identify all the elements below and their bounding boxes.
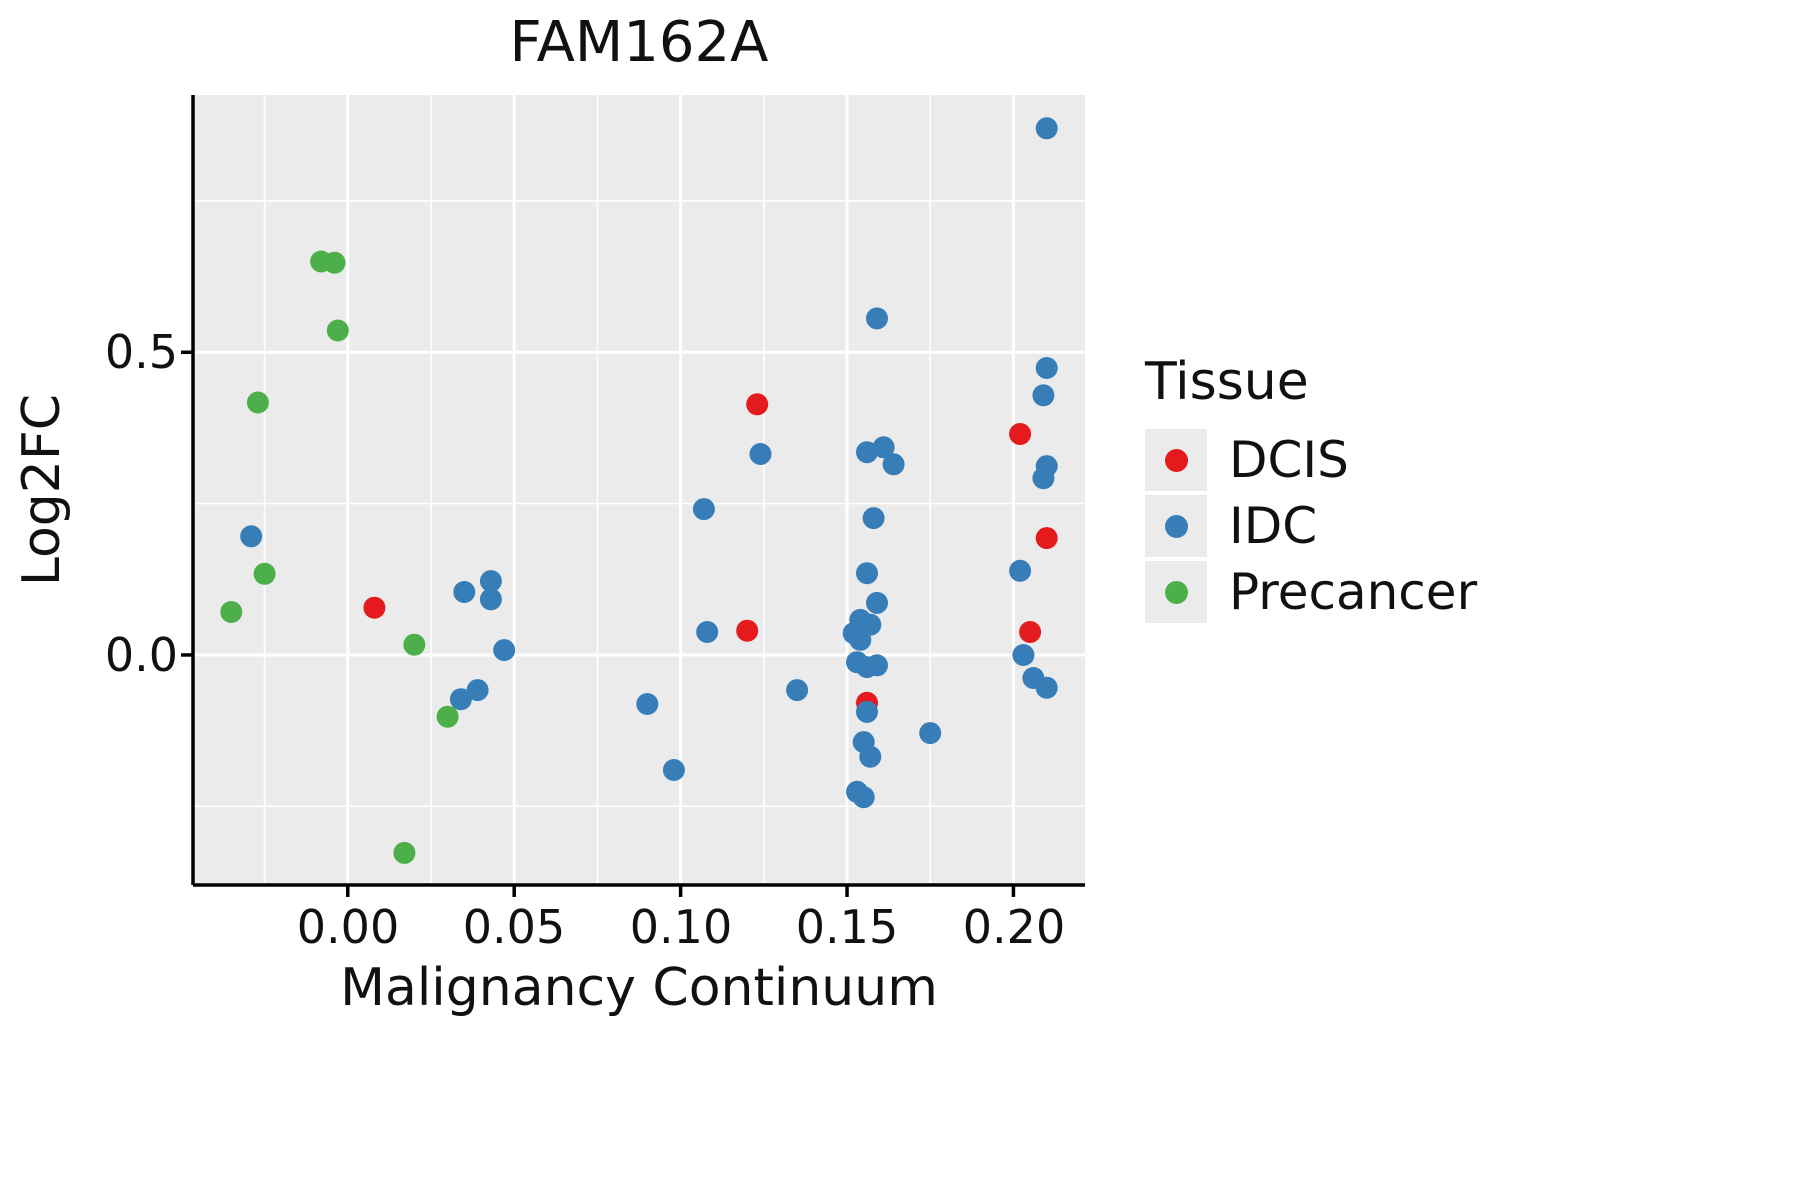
data-point-dcis xyxy=(746,393,769,416)
data-point-idc xyxy=(479,570,502,593)
data-point-precancer xyxy=(253,562,276,585)
data-point-precancer xyxy=(403,633,426,656)
legend: Tissue DCIS IDC Precancer xyxy=(1145,352,1477,626)
legend-label: DCIS xyxy=(1229,431,1349,489)
data-point-idc xyxy=(749,443,772,465)
data-point-idc xyxy=(453,581,476,603)
data-point-idc xyxy=(1035,357,1058,379)
data-point-idc xyxy=(449,688,472,711)
data-point-idc xyxy=(692,498,715,521)
legend-label: IDC xyxy=(1229,497,1318,555)
data-point-idc xyxy=(493,639,516,662)
data-point-idc xyxy=(859,745,882,768)
y-axis-label: Log2FC xyxy=(12,393,72,587)
data-point-idc xyxy=(852,786,875,809)
data-point-idc xyxy=(662,759,685,781)
data-point-idc xyxy=(856,441,878,464)
x-tick-label: 0.00 xyxy=(296,900,400,954)
data-point-idc xyxy=(919,722,942,745)
data-point-precancer xyxy=(323,251,346,274)
chart-title: FAM162A xyxy=(509,10,769,75)
data-point-idc xyxy=(866,307,888,330)
x-tick-label: 0.20 xyxy=(962,900,1066,954)
data-point-idc xyxy=(849,628,872,651)
data-point-idc xyxy=(872,436,895,459)
data-point-idc xyxy=(856,562,878,585)
legend-entry-precancer: Precancer xyxy=(1145,560,1477,624)
legend-key xyxy=(1145,495,1207,557)
legend-dot-idc xyxy=(1164,514,1188,538)
x-tick-label: 0.05 xyxy=(462,900,566,954)
legend-key xyxy=(1145,429,1207,491)
data-point-precancer xyxy=(246,391,269,414)
legend-dot-precancer xyxy=(1164,580,1188,604)
data-point-dcis xyxy=(1009,423,1032,445)
data-point-idc xyxy=(479,588,502,611)
data-point-idc xyxy=(1035,676,1058,699)
data-point-idc xyxy=(696,621,719,643)
data-point-idc xyxy=(866,591,888,614)
y-tick-label: 0.5 xyxy=(104,325,178,379)
data-point-precancer xyxy=(220,601,243,623)
data-point-dcis xyxy=(363,596,386,619)
y-tick-label: 0.0 xyxy=(104,628,178,682)
data-point-idc xyxy=(636,693,659,715)
data-point-idc xyxy=(240,525,263,548)
data-point-idc xyxy=(1012,644,1035,666)
data-point-precancer xyxy=(393,841,416,864)
data-point-precancer xyxy=(436,705,459,728)
data-point-precancer xyxy=(326,319,349,342)
data-point-idc xyxy=(1035,117,1058,140)
data-point-idc xyxy=(466,679,489,702)
data-point-dcis xyxy=(1019,621,1042,643)
data-point-idc xyxy=(882,453,905,476)
legend-dot-dcis xyxy=(1164,448,1188,472)
legend-key xyxy=(1145,561,1207,623)
data-point-idc xyxy=(862,507,885,530)
x-tick-label: 0.10 xyxy=(629,900,733,954)
data-point-idc xyxy=(856,700,878,723)
legend-label: Precancer xyxy=(1229,563,1478,621)
plot-panel xyxy=(193,95,1085,885)
data-point-dcis xyxy=(1035,527,1058,550)
legend-title: Tissue xyxy=(1145,352,1309,412)
data-point-idc xyxy=(1032,384,1055,407)
x-tick-label: 0.15 xyxy=(795,900,899,954)
data-point-idc xyxy=(1009,559,1032,582)
legend-entry-dcis: DCIS xyxy=(1145,428,1477,492)
data-point-dcis xyxy=(736,619,759,642)
data-point-idc xyxy=(786,679,809,702)
data-point-idc xyxy=(866,654,888,677)
data-point-idc xyxy=(1032,467,1055,490)
x-axis-label: Malignancy Continuum xyxy=(340,958,938,1018)
legend-entry-idc: IDC xyxy=(1145,494,1477,558)
